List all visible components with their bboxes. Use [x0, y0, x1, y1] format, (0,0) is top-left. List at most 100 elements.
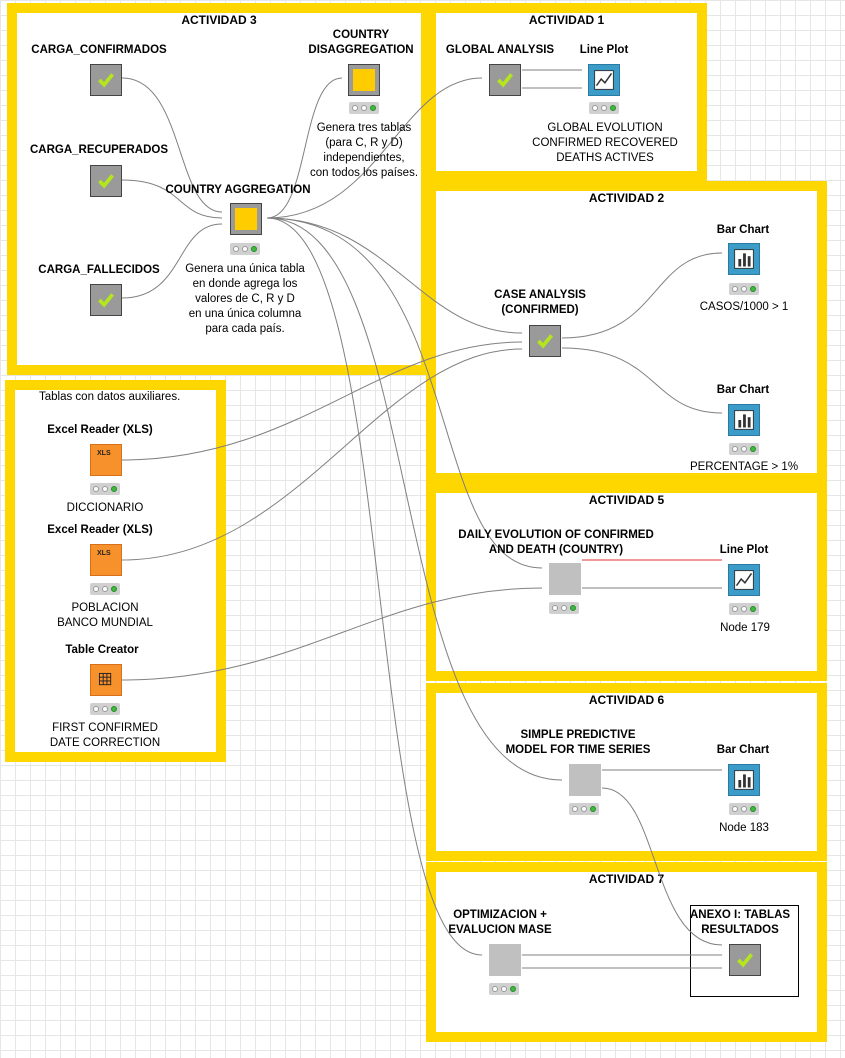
status-traffic-light — [729, 803, 759, 815]
status-traffic-light — [729, 283, 759, 295]
connection — [561, 347, 723, 414]
bar-chart-3-note: Node 183 — [719, 822, 769, 834]
table-creator-node[interactable] — [90, 664, 122, 696]
xls-icon: XLS — [97, 450, 111, 457]
line-plot-2-label: Line Plot — [719, 544, 769, 556]
bar-chart-3-node[interactable] — [728, 764, 760, 796]
label-line: CASE ANALYSIS — [494, 289, 586, 301]
status-traffic-light — [349, 102, 379, 114]
annotation-title: ACTIVIDAD 1 — [528, 13, 605, 27]
bar-chart-2-node[interactable] — [728, 404, 760, 436]
note-line: GLOBAL EVOLUTION — [547, 122, 663, 134]
label-line: DISAGGREGATION — [308, 44, 414, 56]
bar-chart-2-label: Bar Chart — [716, 384, 770, 396]
connection — [266, 217, 483, 956]
daily-evolution-node[interactable] — [549, 563, 581, 595]
carga-fallecidos-node[interactable] — [90, 284, 122, 316]
status-traffic-light — [729, 603, 759, 615]
status-traffic-light — [589, 102, 619, 114]
note-line: FIRST CONFIRMED — [52, 722, 158, 734]
optimizacion-node[interactable] — [489, 944, 521, 976]
anexo-node[interactable] — [729, 944, 761, 976]
bar-chart-3-label: Bar Chart — [716, 744, 770, 756]
connection — [121, 341, 523, 461]
line-plot-1-node[interactable] — [588, 64, 620, 96]
note-line: (para C, R y D) — [325, 137, 403, 149]
excel-reader-1-node[interactable]: XLS — [90, 444, 122, 476]
annotation-title: ACTIVIDAD 7 — [588, 872, 665, 886]
excel-reader-2-node[interactable]: XLS — [90, 544, 122, 576]
line-plot-2-note: Node 179 — [720, 622, 770, 634]
label-line: COUNTRY — [332, 29, 390, 41]
line-plot-1-label: Line Plot — [579, 44, 629, 56]
note-line: POBLACION — [71, 602, 139, 614]
carga-recuperados-node[interactable] — [90, 165, 122, 197]
country-aggregation-node[interactable] — [230, 203, 262, 235]
table-creator-label: Table Creator — [65, 644, 139, 656]
case-analysis-label: CASE ANALYSIS (CONFIRMED) — [494, 288, 586, 318]
bar-chart-1-node[interactable] — [728, 243, 760, 275]
connection — [601, 787, 723, 946]
bar-chart-icon — [738, 253, 751, 267]
line-chart-icon — [735, 573, 753, 587]
bar-chart-icon — [738, 414, 751, 428]
status-traffic-light — [90, 703, 120, 715]
status-traffic-light — [90, 483, 120, 495]
carga-confirmados-node[interactable] — [90, 64, 122, 96]
status-traffic-light — [569, 803, 599, 815]
connection — [266, 77, 343, 219]
check-icon — [537, 334, 554, 349]
daily-evolution-label: DAILY EVOLUTION OF CONFIRMED AND DEATH (… — [458, 528, 654, 558]
check-icon — [497, 73, 514, 88]
simple-predictive-node[interactable] — [569, 764, 601, 796]
label-line: SIMPLE PREDICTIVE — [520, 729, 636, 741]
global-analysis-node[interactable] — [489, 64, 521, 96]
annotation-actividad-5: ACTIVIDAD 5 — [426, 483, 827, 681]
anexo-label: ANEXO I: TABLAS RESULTADOS — [690, 908, 790, 938]
note-line: BANCO MUNDIAL — [57, 617, 153, 629]
note-line: en una única columna — [188, 308, 302, 320]
line-plot-2-node[interactable] — [728, 564, 760, 596]
line-chart-icon — [595, 73, 613, 87]
country-disaggregation-note: Genera tres tablas (para C, R y D) indep… — [310, 121, 418, 181]
label-line: RESULTADOS — [701, 924, 779, 936]
check-icon — [98, 73, 115, 88]
bar-chart-1-note: CASOS/1000 > 1 — [699, 301, 789, 313]
country-disaggregation-node[interactable] — [348, 64, 380, 96]
connection — [561, 252, 723, 339]
connection — [266, 217, 523, 334]
label-line: AND DEATH (COUNTRY) — [488, 544, 624, 556]
note-line: Genera una única tabla — [185, 263, 305, 275]
status-traffic-light — [90, 583, 120, 595]
country-aggregation-label: COUNTRY AGGREGATION — [165, 184, 311, 196]
excel-reader-2-note: POBLACION BANCO MUNDIAL — [57, 601, 153, 631]
connection — [121, 587, 543, 681]
carga-recuperados-label: CARGA_RECUPERADOS — [29, 144, 169, 156]
note-line: Genera tres tablas — [316, 122, 412, 134]
annotation-title: ACTIVIDAD 5 — [588, 493, 665, 507]
excel-reader-1-note: DICCIONARIO — [66, 502, 144, 514]
connection — [266, 77, 483, 219]
annotation-title: ACTIVIDAD 3 — [181, 13, 257, 27]
connection — [266, 217, 563, 781]
status-traffic-light — [549, 602, 579, 614]
check-icon — [737, 953, 754, 968]
note-line: en donde agrega los — [192, 278, 298, 290]
label-line: DAILY EVOLUTION OF CONFIRMED — [458, 529, 654, 541]
status-traffic-light — [230, 243, 260, 255]
annotation-title: Tablas con datos auxiliares. — [39, 391, 181, 403]
label-line: OPTIMIZACION + — [453, 909, 547, 921]
excel-reader-1-label: Excel Reader (XLS) — [47, 424, 153, 436]
country-disaggregation-label: COUNTRY DISAGGREGATION — [308, 28, 413, 58]
connection — [121, 77, 223, 213]
carga-confirmados-label: CARGA_CONFIRMADOS — [31, 44, 167, 56]
bar-chart-icon — [738, 774, 751, 788]
note-line: DATE CORRECTION — [49, 737, 161, 749]
note-line: con todos los países. — [309, 167, 419, 179]
case-analysis-node[interactable] — [529, 325, 561, 357]
note-line: valores de C, R y D — [195, 293, 295, 305]
annotation-actividad-1: ACTIVIDAD 1 — [426, 3, 707, 181]
annotation-actividad-6: ACTIVIDAD 6 — [426, 683, 827, 861]
annotation-title: ACTIVIDAD 6 — [588, 693, 665, 707]
status-traffic-light — [729, 443, 759, 455]
